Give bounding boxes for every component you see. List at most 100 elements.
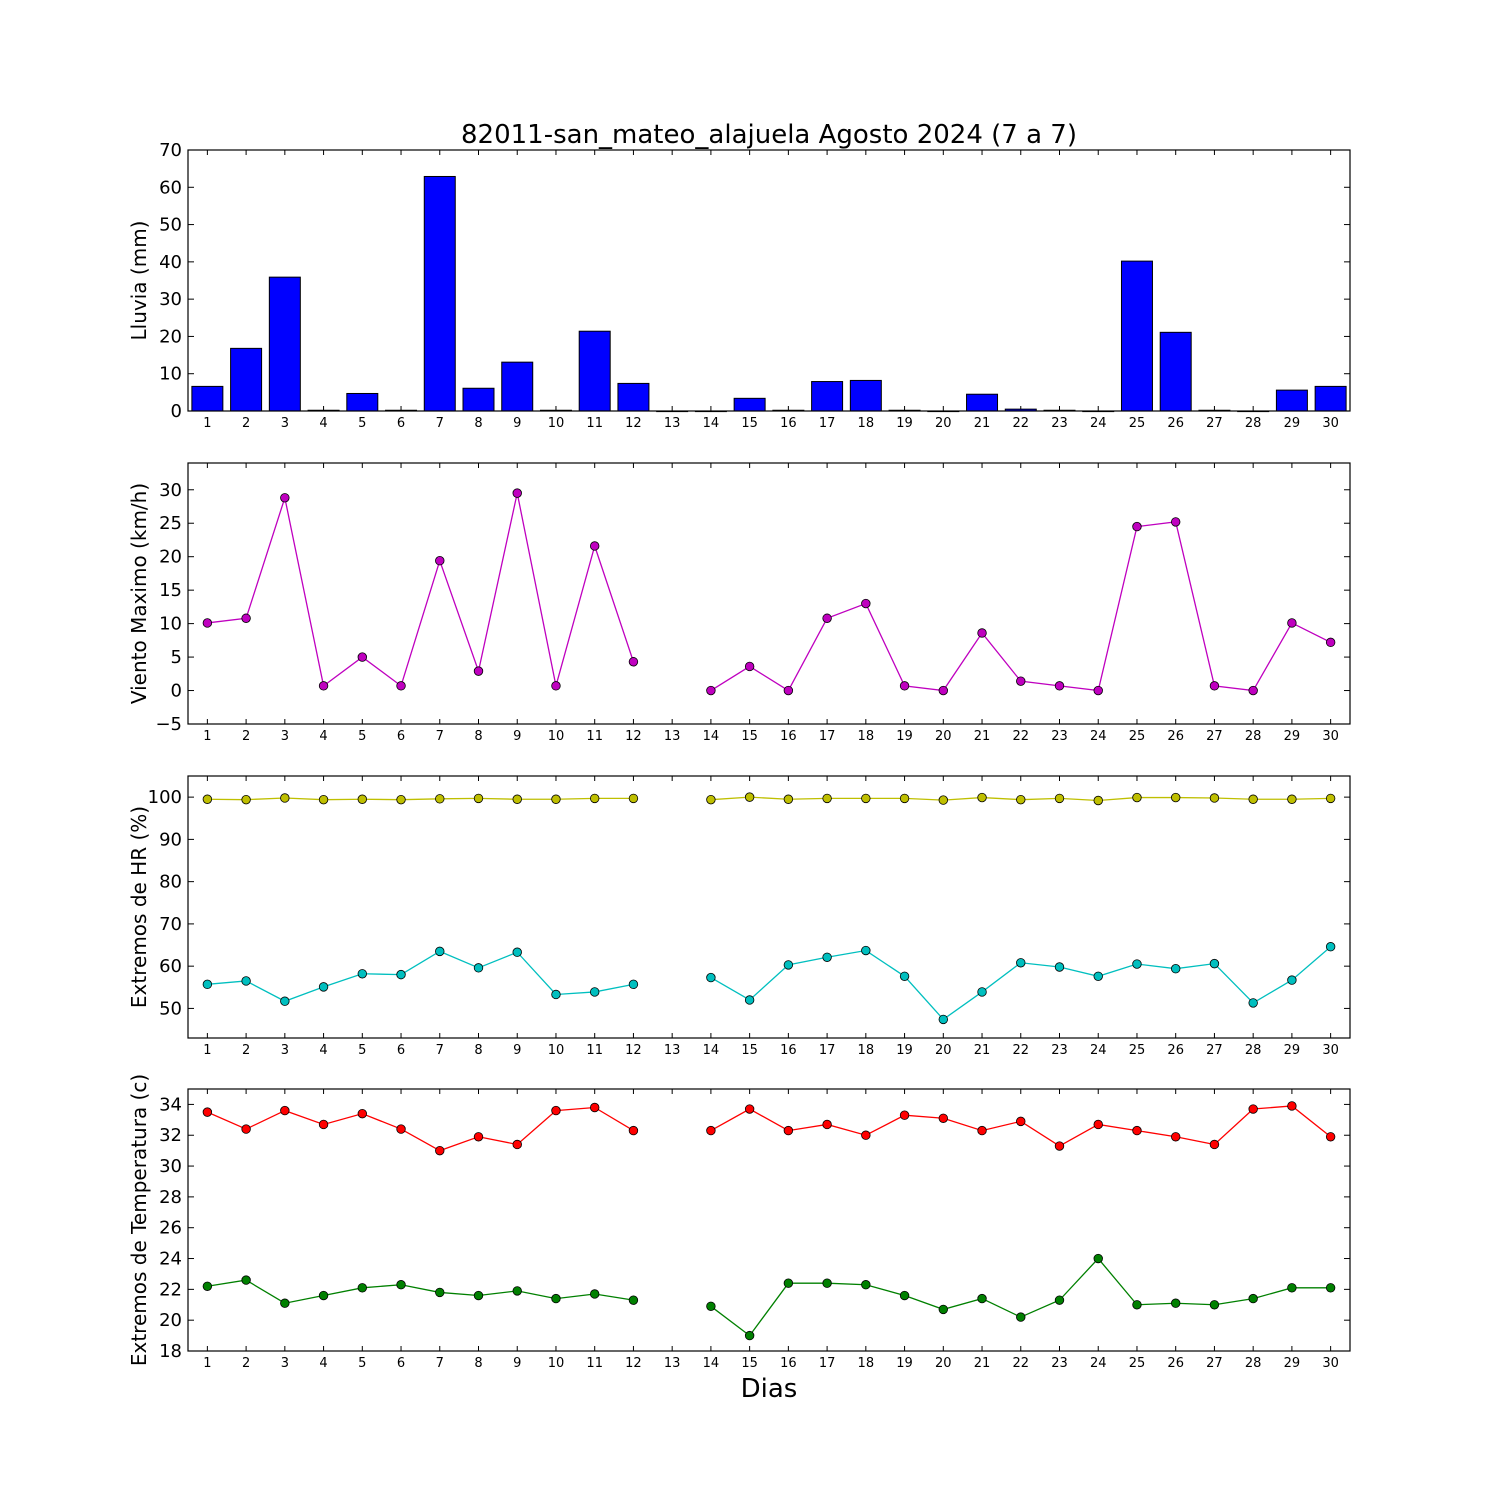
x-tick-label: 23: [1051, 1043, 1068, 1058]
x-tick-label: 26: [1167, 416, 1184, 431]
x-tick-label: 11: [586, 1043, 603, 1058]
data-point: [783, 794, 794, 804]
data-point: [1287, 794, 1297, 804]
y-tick-label: 32: [159, 1125, 182, 1146]
x-tick-label: 2: [242, 416, 250, 431]
data-point: [473, 1132, 484, 1142]
data-point: [473, 1290, 484, 1301]
x-tick-label: 2: [242, 1043, 250, 1058]
x-tick-label: 30: [1322, 1356, 1339, 1371]
x-tick-label: 21: [974, 729, 991, 744]
data-point: [1209, 793, 1220, 803]
y-tick-label: 22: [159, 1279, 182, 1300]
x-tick-label: 23: [1051, 416, 1068, 431]
x-tick-label: 15: [741, 1356, 758, 1371]
x-tick-label: 17: [819, 729, 836, 744]
data-point: [783, 960, 794, 970]
x-tick-label: 23: [1051, 729, 1068, 744]
data-point: [977, 1125, 987, 1136]
x-tick-label: 24: [1090, 1356, 1107, 1371]
y-axis-label: Lluvia (mm): [127, 221, 151, 341]
plot-frame: [187, 149, 1351, 412]
rain-bar: [1314, 385, 1347, 412]
x-tick-label: 3: [281, 729, 289, 744]
x-tick-label: 13: [664, 729, 681, 744]
data-point: [1325, 637, 1336, 648]
rain-bar: [230, 347, 263, 412]
series-line: [207, 492, 635, 687]
x-tick-label: 14: [703, 1356, 720, 1371]
y-tick-label: 100: [148, 787, 182, 808]
data-point: [1325, 793, 1336, 804]
x-tick-label: 22: [1012, 416, 1029, 431]
y-tick-label: 20: [159, 326, 182, 347]
x-tick-label: 22: [1012, 1043, 1029, 1058]
x-tick-label: 8: [474, 1356, 482, 1371]
data-point: [706, 1125, 716, 1136]
data-point: [628, 1125, 639, 1136]
x-tick-label: 6: [397, 1043, 405, 1058]
data-point: [899, 793, 910, 804]
data-point: [899, 681, 910, 691]
data-point: [1093, 1119, 1103, 1130]
plot-frame: [187, 1088, 1351, 1352]
rain-bar: [462, 387, 495, 412]
rain-bar: [423, 175, 456, 412]
plot-frame: [187, 775, 1351, 1039]
x-tick-label: 7: [436, 416, 444, 431]
x-tick-label: 24: [1090, 1043, 1107, 1058]
y-tick-label: 0: [171, 401, 182, 422]
x-tick-label: 12: [625, 1356, 642, 1371]
data-point: [1287, 618, 1297, 628]
data-point: [280, 793, 290, 803]
x-tick-label: 18: [858, 1356, 875, 1371]
data-point: [590, 987, 600, 997]
data-point: [1016, 1312, 1026, 1322]
x-tick-label: 5: [358, 416, 366, 431]
x-tick-label: 18: [858, 1043, 875, 1058]
data-point: [744, 1104, 755, 1114]
data-point: [899, 1110, 910, 1120]
data-point: [1093, 971, 1103, 982]
data-point: [241, 613, 251, 623]
x-tick-label: 27: [1206, 1356, 1223, 1371]
data-point: [202, 1107, 213, 1117]
x-tick-label: 17: [819, 1356, 836, 1371]
x-tick-label: 3: [281, 1043, 289, 1058]
x-tick-label: 16: [780, 1356, 797, 1371]
data-point: [1248, 998, 1258, 1008]
x-tick-label: 10: [548, 729, 565, 744]
rain-bar: [268, 276, 301, 412]
x-tick-label: 28: [1245, 1043, 1262, 1058]
data-point: [280, 1298, 290, 1308]
data-point: [1325, 1283, 1336, 1293]
x-tick-label: 11: [586, 1356, 603, 1371]
y-tick-label: 34: [159, 1094, 182, 1115]
data-point: [706, 1301, 716, 1312]
x-tick-label: 8: [474, 416, 482, 431]
x-axis-label: Dias: [741, 1374, 798, 1404]
x-tick-label: 4: [319, 1356, 327, 1371]
data-point: [590, 541, 600, 551]
y-tick-label: −5: [155, 714, 182, 735]
data-point: [202, 618, 213, 628]
data-point: [977, 1293, 987, 1304]
x-tick-label: 20: [935, 1043, 952, 1058]
data-point: [1209, 958, 1220, 969]
y-tick-label: 50: [159, 998, 182, 1019]
chart-title: 82011-san_mateo_alajuela Agosto 2024 (7 …: [461, 120, 1077, 150]
x-tick-label: 20: [935, 1356, 952, 1371]
data-point: [473, 666, 484, 676]
x-tick-label: 16: [780, 729, 797, 744]
x-tick-label: 17: [819, 416, 836, 431]
x-tick-label: 24: [1090, 416, 1107, 431]
x-tick-label: 28: [1245, 729, 1262, 744]
x-tick-label: 7: [436, 1356, 444, 1371]
x-tick-label: 15: [741, 1043, 758, 1058]
data-point: [977, 792, 987, 803]
x-tick-label: 4: [319, 1043, 327, 1058]
data-point: [1132, 521, 1142, 532]
y-tick-label: 70: [159, 140, 182, 161]
data-point: [241, 976, 251, 986]
